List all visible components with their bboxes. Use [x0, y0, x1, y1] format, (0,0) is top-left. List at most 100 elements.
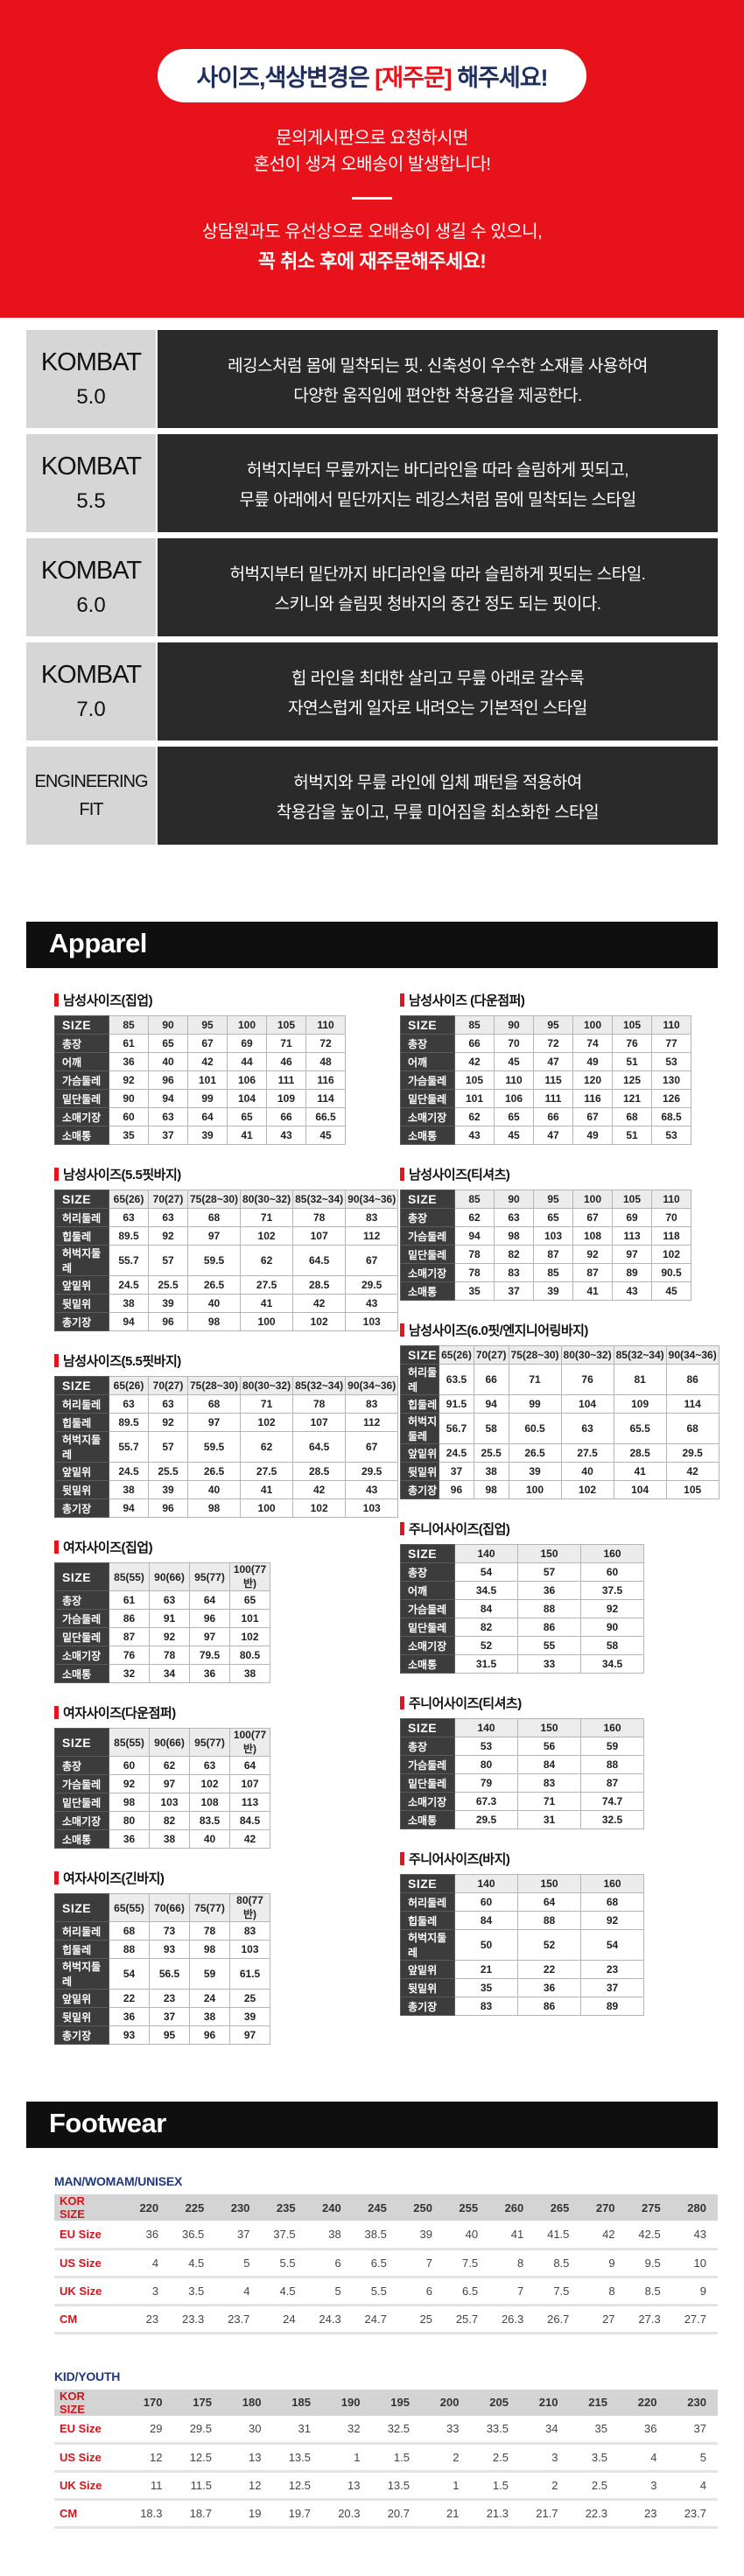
- size-table-title: 주니어사이즈(집업): [400, 1520, 719, 1538]
- banner-line-3: 상담원과도 유선상으로 오배송이 생길 수 있으니,: [201, 222, 543, 242]
- red-bar-icon: [54, 1541, 59, 1554]
- value-cell: 104: [227, 1089, 267, 1108]
- value-cell: 63: [149, 1590, 190, 1610]
- row-label-cell: 총장: [54, 1034, 109, 1053]
- size-corner-cell: SIZE: [399, 1345, 440, 1365]
- value-cell: 65: [229, 1590, 270, 1610]
- size-chart-table: SIZE 65(55) 70(66) 75(77) 80(77반) 허리둘레 68 73 78 8…: [54, 1893, 270, 2045]
- value-cell: 25.5: [148, 1462, 188, 1481]
- footwear-header-row: KOR SIZE 170 175 180 185 190 195 200 205 210 215 22…: [54, 2389, 718, 2416]
- footwear-row-label-cell: EU Size: [54, 2221, 124, 2250]
- value-cell: 48: [305, 1052, 346, 1071]
- value-cell: 71: [517, 1792, 581, 1811]
- footwear-value-cell: 27.3: [626, 2305, 672, 2334]
- value-cell: 70: [651, 1208, 691, 1227]
- value-cell: 43: [266, 1126, 306, 1145]
- apparel-section-header: Apparel: [26, 922, 718, 968]
- value-cell: 96: [189, 1609, 230, 1628]
- footwear-value-cell: 37: [215, 2221, 262, 2250]
- value-cell: 62: [240, 1245, 294, 1276]
- value-cell: 64.5: [292, 1431, 347, 1463]
- size-table: 주니어사이즈(티셔츠) SIZE 140 150 160 총장 53 56 59 가슴둘레 80 84…: [400, 1694, 719, 1829]
- size-table-title-text: 여자사이즈(다운점퍼): [63, 1706, 176, 1721]
- column-header-cell: 150: [517, 1544, 581, 1563]
- value-cell: 79: [454, 1773, 518, 1793]
- table-row: 가슴둘레 84 88 92: [400, 1599, 644, 1618]
- table-header-row: SIZE 85(55) 90(66) 95(77) 100(77반): [54, 1562, 270, 1591]
- row-label-cell: 총장: [400, 1562, 455, 1582]
- value-cell: 26.5: [508, 1443, 562, 1463]
- footwear-value-cell: 18.7: [173, 2499, 223, 2529]
- value-cell: 35: [454, 1978, 518, 1997]
- footwear-value-cell: 32: [322, 2415, 372, 2445]
- value-cell: 78: [149, 1646, 190, 1665]
- footwear-value-cell: 6: [397, 2277, 444, 2306]
- value-cell: 37: [148, 1126, 188, 1145]
- value-cell: 37: [439, 1462, 474, 1481]
- footwear-value-cell: 29: [124, 2415, 174, 2445]
- value-cell: 65: [533, 1208, 573, 1227]
- size-corner-cell: SIZE: [400, 1544, 455, 1563]
- row-label-cell: 밑단둘레: [400, 1089, 455, 1108]
- value-cell: 25.5: [473, 1443, 509, 1463]
- value-cell: 43: [612, 1281, 652, 1301]
- value-cell: 88: [517, 1911, 581, 1930]
- value-cell: 78: [292, 1208, 347, 1227]
- size-table-title-text: 남성사이즈(티셔츠): [409, 1168, 510, 1183]
- row-label-cell: 총장: [54, 1756, 109, 1775]
- footwear-header-cell: 190: [322, 2389, 372, 2416]
- value-cell: 35: [454, 1281, 495, 1301]
- fit-version: 5.5: [76, 489, 106, 513]
- value-cell: 107: [229, 1774, 270, 1793]
- value-cell: 90.5: [651, 1263, 691, 1282]
- column-header-cell: 75(28~30): [508, 1345, 562, 1365]
- footwear-value-cell: 5: [668, 2443, 718, 2473]
- value-cell: 100: [508, 1480, 562, 1499]
- value-cell: 108: [189, 1793, 230, 1812]
- size-corner-cell: SIZE: [400, 1874, 455, 1893]
- table-row: 총장 54 57 60: [400, 1562, 644, 1582]
- value-cell: 63: [148, 1394, 188, 1414]
- value-cell: 97: [189, 1627, 230, 1646]
- fit-row: ENGINEERING FIT 허벅지와 무릎 라인에 입체 패턴을 적용하여 착용감…: [26, 747, 718, 845]
- value-cell: 29.5: [454, 1810, 518, 1829]
- value-cell: 84.5: [229, 1811, 270, 1830]
- value-cell: 103: [345, 1312, 399, 1331]
- footwear-value-cell: 37: [668, 2415, 718, 2445]
- value-cell: 94: [109, 1312, 149, 1331]
- value-cell: 49: [572, 1126, 613, 1145]
- fit-label: KOMBAT 7.0: [26, 642, 158, 741]
- red-bar-icon: [400, 993, 404, 1007]
- footwear-header-cell: 240: [306, 2194, 353, 2221]
- footwear-value-cell: 31: [272, 2415, 322, 2445]
- value-cell: 96: [189, 2025, 230, 2045]
- row-label-cell: 뒷밑위: [54, 1480, 109, 1499]
- fit-label: KOMBAT 6.0: [26, 538, 158, 636]
- footwear-value-cell: 12: [223, 2471, 273, 2501]
- size-table-title: 여자사이즈(다운점퍼): [54, 1703, 400, 1722]
- value-cell: 106: [494, 1089, 534, 1108]
- value-cell: 39: [508, 1462, 562, 1481]
- value-cell: 84: [454, 1599, 518, 1618]
- row-label-cell: 허벅지둘레: [54, 1431, 109, 1463]
- row-label-cell: 소매기장: [54, 1811, 109, 1830]
- fit-description: 레깅스처럼 몸에 밀착되는 핏. 신축성이 우수한 소재를 사용하여 다양한 움직…: [158, 330, 718, 428]
- value-cell: 87: [572, 1263, 613, 1282]
- value-cell: 92: [109, 1070, 149, 1090]
- footwear-header-cell: 205: [470, 2389, 520, 2416]
- table-row: 가슴둘레 80 84 88: [400, 1755, 644, 1774]
- value-cell: 40: [189, 1829, 230, 1849]
- column-header-cell: 70(27): [473, 1345, 509, 1365]
- value-cell: 78: [292, 1394, 347, 1414]
- size-table: 주니어사이즈(바지) SIZE 140 150 160 허리둘레 60 64 68 힙둘레 84 88…: [400, 1850, 719, 2016]
- value-cell: 45: [305, 1126, 346, 1145]
- size-corner-cell: SIZE: [400, 1190, 455, 1209]
- footwear-value-cell: 33: [421, 2415, 471, 2445]
- value-cell: 92: [148, 1413, 188, 1432]
- footwear-value-cell: 8: [489, 2249, 536, 2278]
- value-cell: 111: [533, 1089, 573, 1108]
- footwear-header-cell: 175: [173, 2389, 223, 2416]
- value-cell: 76: [109, 1646, 150, 1665]
- value-cell: 63: [109, 1394, 149, 1414]
- value-cell: 90: [580, 1618, 644, 1637]
